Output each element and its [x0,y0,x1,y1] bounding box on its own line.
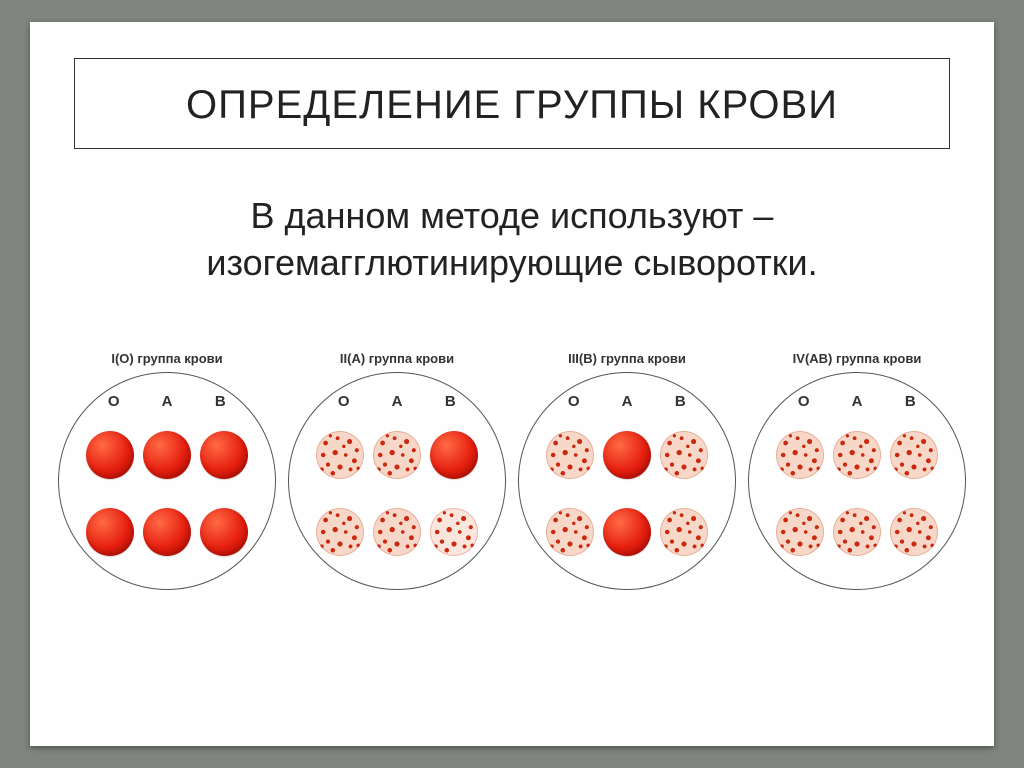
slide: ОПРЕДЕЛЕНИЕ ГРУППЫ КРОВИ В данном методе… [30,22,994,746]
plate-1: O A B [58,372,276,590]
plate-4: O A B [748,372,966,590]
col-labels: O A B [59,393,275,410]
plate-title-3: III(B) группа крови [568,351,686,366]
col-label-o: O [94,393,134,410]
col-labels: O A B [519,393,735,410]
blood-drop [890,508,938,556]
col-label-a: A [147,393,187,410]
drops-grid-2 [289,417,505,577]
title-box: ОПРЕДЕЛЕНИЕ ГРУППЫ КРОВИ [74,58,950,149]
drops-grid-3 [519,417,735,577]
blood-drop [316,508,364,556]
blood-drop [776,508,824,556]
blood-drop [833,508,881,556]
col-label-o: O [554,393,594,410]
blood-drop [143,508,191,556]
blood-drop [373,508,421,556]
blood-drop [660,508,708,556]
blood-drop [546,508,594,556]
blood-drop [660,431,708,479]
col-label-o: O [324,393,364,410]
plate-wrap-2: II(A) группа крови O A B [284,351,510,590]
col-label-o: O [784,393,824,410]
plate-title-1: I(O) группа крови [111,351,222,366]
plates-row: I(O) группа крови O A B II(A) гр [54,351,970,590]
drops-grid-1 [59,417,275,577]
col-label-a: A [607,393,647,410]
col-label-a: A [837,393,877,410]
blood-drop [86,431,134,479]
drops-grid-4 [749,417,965,577]
slide-title: ОПРЕДЕЛЕНИЕ ГРУППЫ КРОВИ [75,83,949,128]
blood-drop [890,431,938,479]
plate-wrap-3: III(B) группа крови O A B [514,351,740,590]
blood-drop [546,431,594,479]
plate-title-4: IV(AB) группа крови [793,351,922,366]
col-label-b: B [200,393,240,410]
blood-drop [200,431,248,479]
blood-drop [316,431,364,479]
blood-drop [86,508,134,556]
plate-2: O A B [288,372,506,590]
plate-title-2: II(A) группа крови [340,351,454,366]
col-label-b: B [660,393,700,410]
blood-drop [833,431,881,479]
col-labels: O A B [749,393,965,410]
blood-drop [143,431,191,479]
plate-wrap-1: I(O) группа крови O A B [54,351,280,590]
blood-drop [430,431,478,479]
blood-drop [200,508,248,556]
blood-drop [603,508,651,556]
blood-drop [603,431,651,479]
col-label-b: B [890,393,930,410]
blood-drop [430,508,478,556]
plate-3: O A B [518,372,736,590]
col-labels: O A B [289,393,505,410]
blood-drop [776,431,824,479]
col-label-b: B [430,393,470,410]
blood-drop [373,431,421,479]
slide-subtitle: В данном методе используют – изогемагглю… [70,193,954,287]
col-label-a: A [377,393,417,410]
subtitle-line-1: В данном методе используют – [251,195,774,236]
plate-wrap-4: IV(AB) группа крови O A B [744,351,970,590]
subtitle-line-2: изогемагглютинирующие сыворотки. [206,242,817,283]
